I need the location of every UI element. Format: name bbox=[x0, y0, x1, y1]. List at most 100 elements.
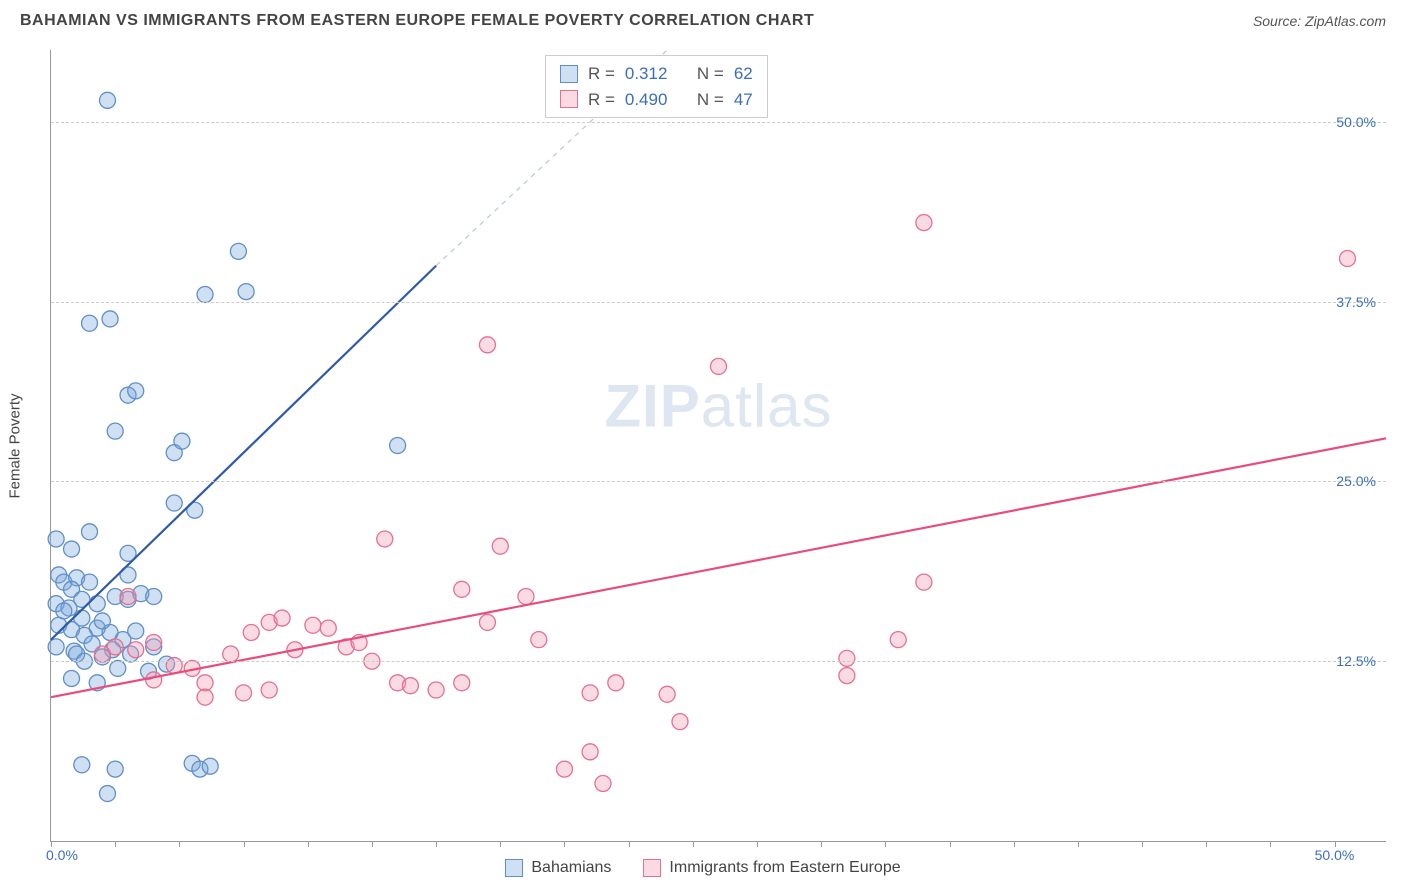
x-tick bbox=[436, 841, 437, 847]
data-point bbox=[64, 670, 80, 686]
bottom-legend: Bahamians Immigrants from Eastern Europe bbox=[0, 859, 1406, 882]
data-point bbox=[166, 495, 182, 511]
x-tick bbox=[950, 841, 951, 847]
data-point bbox=[839, 668, 855, 684]
x-tick bbox=[885, 841, 886, 847]
y-tick-label: 12.5% bbox=[1336, 653, 1376, 669]
data-point bbox=[99, 92, 115, 108]
x-tick bbox=[115, 841, 116, 847]
trend-line bbox=[51, 438, 1386, 697]
data-point bbox=[243, 624, 259, 640]
data-point bbox=[94, 613, 110, 629]
data-point bbox=[305, 617, 321, 633]
data-point bbox=[82, 524, 98, 540]
data-point bbox=[582, 685, 598, 701]
data-point bbox=[236, 685, 252, 701]
data-point bbox=[479, 614, 495, 630]
data-point bbox=[428, 682, 444, 698]
data-point bbox=[99, 786, 115, 802]
data-point bbox=[672, 714, 688, 730]
data-point bbox=[82, 315, 98, 331]
data-point bbox=[89, 596, 105, 612]
data-point bbox=[320, 620, 336, 636]
x-tick bbox=[629, 841, 630, 847]
stats-legend-box: R = 0.312 N = 62R = 0.490 N = 47 bbox=[545, 55, 768, 118]
data-point bbox=[492, 538, 508, 554]
data-point bbox=[64, 541, 80, 557]
data-point bbox=[48, 531, 64, 547]
data-point bbox=[230, 243, 246, 259]
data-point bbox=[197, 689, 213, 705]
series-swatch bbox=[560, 65, 578, 83]
data-point bbox=[556, 761, 572, 777]
x-tick bbox=[308, 841, 309, 847]
x-tick bbox=[244, 841, 245, 847]
data-point bbox=[839, 650, 855, 666]
data-point bbox=[595, 775, 611, 791]
data-point bbox=[223, 646, 239, 662]
stats-row: R = 0.490 N = 47 bbox=[560, 87, 753, 113]
data-point bbox=[74, 757, 90, 773]
data-point bbox=[110, 660, 126, 676]
data-point bbox=[146, 589, 162, 605]
data-point bbox=[197, 286, 213, 302]
x-tick bbox=[757, 841, 758, 847]
data-point bbox=[107, 423, 123, 439]
x-tick bbox=[1206, 841, 1207, 847]
data-point bbox=[390, 438, 406, 454]
data-point bbox=[711, 358, 727, 374]
data-point bbox=[74, 610, 90, 626]
x-tick bbox=[372, 841, 373, 847]
data-point bbox=[146, 635, 162, 651]
data-point bbox=[377, 531, 393, 547]
y-tick-label: 37.5% bbox=[1336, 294, 1376, 310]
data-point bbox=[197, 675, 213, 691]
data-point bbox=[916, 215, 932, 231]
grid-line bbox=[51, 481, 1386, 482]
stats-row: R = 0.312 N = 62 bbox=[560, 61, 753, 87]
y-axis-label: Female Poverty bbox=[7, 393, 24, 498]
data-point bbox=[120, 589, 136, 605]
data-point bbox=[102, 311, 118, 327]
x-tick bbox=[500, 841, 501, 847]
data-point bbox=[128, 383, 144, 399]
plot-svg bbox=[51, 50, 1386, 841]
legend-item: Immigrants from Eastern Europe bbox=[643, 859, 900, 877]
x-tick bbox=[693, 841, 694, 847]
data-point bbox=[202, 758, 218, 774]
data-point bbox=[608, 675, 624, 691]
series-swatch bbox=[505, 859, 523, 877]
data-point bbox=[916, 574, 932, 590]
source-attribution: Source: ZipAtlas.com bbox=[1253, 13, 1386, 29]
data-point bbox=[479, 337, 495, 353]
data-point bbox=[274, 610, 290, 626]
data-point bbox=[128, 623, 144, 639]
data-point bbox=[531, 632, 547, 648]
data-point bbox=[107, 761, 123, 777]
data-point bbox=[454, 581, 470, 597]
x-tick bbox=[821, 841, 822, 847]
x-tick bbox=[1270, 841, 1271, 847]
x-tick bbox=[1014, 841, 1015, 847]
data-point bbox=[261, 682, 277, 698]
x-tick bbox=[179, 841, 180, 847]
y-tick-label: 50.0% bbox=[1336, 114, 1376, 130]
data-point bbox=[582, 744, 598, 760]
legend-item: Bahamians bbox=[505, 859, 611, 877]
x-tick bbox=[564, 841, 565, 847]
chart-title: BAHAMIAN VS IMMIGRANTS FROM EASTERN EURO… bbox=[20, 12, 814, 30]
data-point bbox=[890, 632, 906, 648]
data-point bbox=[454, 675, 470, 691]
data-point bbox=[402, 678, 418, 694]
data-point bbox=[174, 433, 190, 449]
data-point bbox=[48, 639, 64, 655]
data-point bbox=[238, 284, 254, 300]
series-swatch bbox=[643, 859, 661, 877]
series-swatch bbox=[560, 90, 578, 108]
grid-line bbox=[51, 302, 1386, 303]
data-point bbox=[107, 639, 123, 655]
chart-container: Female Poverty ZIPatlas R = 0.312 N = 62… bbox=[50, 50, 1386, 842]
data-point bbox=[518, 589, 534, 605]
data-point bbox=[146, 672, 162, 688]
data-point bbox=[128, 642, 144, 658]
